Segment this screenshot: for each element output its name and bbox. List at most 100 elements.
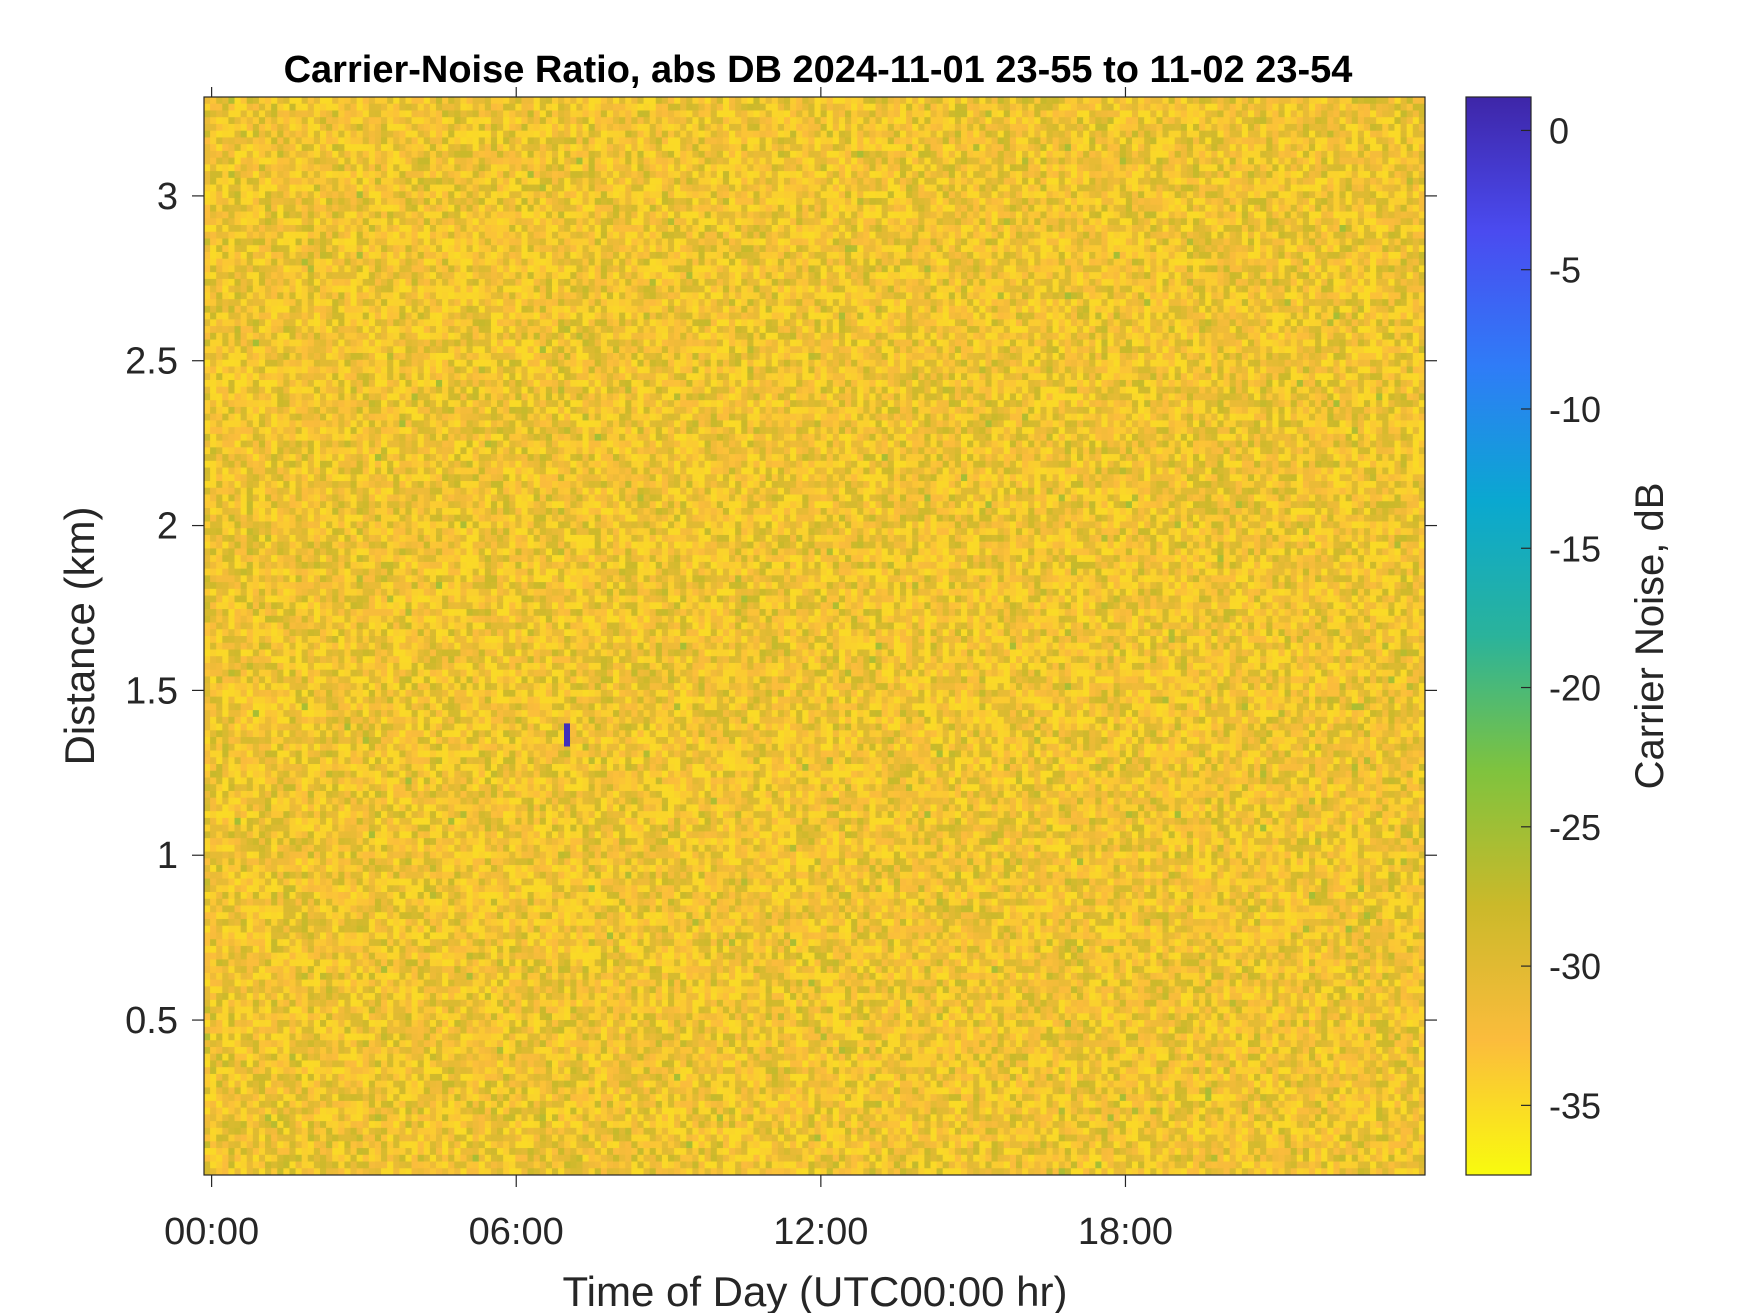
- heatmap-cell: [338, 130, 345, 138]
- heatmap-cell: [704, 110, 712, 118]
- heatmap-cell: [893, 171, 901, 179]
- heatmap-cell: [1119, 184, 1127, 192]
- heatmap-cell: [356, 123, 364, 132]
- heatmap-cell: [961, 245, 968, 253]
- heatmap-cell: [680, 164, 687, 172]
- heatmap-cell: [411, 238, 419, 246]
- heatmap-cell: [1333, 184, 1340, 192]
- heatmap-cell: [1046, 164, 1053, 172]
- heatmap-cell: [1272, 164, 1279, 172]
- heatmap-cell: [1205, 150, 1212, 159]
- heatmap-cell: [869, 191, 876, 199]
- heatmap-cell: [1272, 137, 1279, 145]
- heatmap-cell: [1363, 117, 1371, 125]
- heatmap-cell: [826, 225, 834, 233]
- heatmap-cell: [283, 251, 290, 260]
- heatmap-cell: [1040, 137, 1047, 145]
- heatmap-cell: [912, 191, 919, 199]
- heatmap-cell: [643, 251, 651, 260]
- heatmap-cell: [1266, 144, 1273, 152]
- heatmap-cell: [1199, 130, 1206, 138]
- heatmap-cell: [1052, 184, 1060, 192]
- heatmap-cell: [1376, 157, 1383, 165]
- heatmap-cell: [942, 137, 950, 145]
- heatmap-cell: [887, 157, 895, 165]
- heatmap-cell: [1339, 137, 1347, 145]
- heatmap-cell: [851, 144, 858, 152]
- heatmap-cell: [1376, 198, 1383, 206]
- heatmap-cell: [240, 225, 248, 233]
- heatmap-cell: [710, 130, 718, 138]
- heatmap-cell: [1247, 137, 1255, 145]
- heatmap-cell: [545, 198, 553, 206]
- heatmap-cell: [326, 184, 333, 192]
- heatmap-cell: [1211, 110, 1218, 118]
- heatmap-cell: [942, 238, 950, 246]
- heatmap-cell: [338, 150, 345, 159]
- heatmap-cell: [832, 218, 840, 226]
- heatmap-cell: [906, 191, 913, 199]
- heatmap-cell: [1070, 110, 1078, 118]
- heatmap-cell: [832, 97, 840, 105]
- heatmap-cell: [631, 103, 638, 111]
- heatmap-cell: [448, 211, 455, 219]
- heatmap-cell: [1309, 157, 1316, 165]
- heatmap-cell: [631, 164, 638, 172]
- heatmap-cell: [1357, 251, 1365, 260]
- heatmap-cell: [820, 103, 828, 111]
- heatmap-cell: [753, 164, 760, 172]
- heatmap-cell: [1168, 110, 1176, 118]
- heatmap-cell: [893, 251, 901, 260]
- heatmap-cell: [1357, 171, 1365, 179]
- heatmap-cell: [1089, 123, 1096, 132]
- heatmap-cell: [1156, 110, 1163, 118]
- heatmap-cell: [1186, 191, 1194, 199]
- heatmap-cell: [1315, 218, 1322, 226]
- heatmap-cell: [1412, 150, 1420, 159]
- heatmap-cell: [277, 177, 284, 185]
- heatmap-cell: [1345, 171, 1353, 179]
- heatmap-cell: [1095, 97, 1102, 105]
- heatmap-cell: [1162, 123, 1169, 132]
- heatmap-cell: [942, 97, 950, 105]
- heatmap-cell: [1278, 117, 1285, 125]
- heatmap-cell: [1034, 204, 1041, 212]
- heatmap-cell: [802, 171, 809, 179]
- heatmap-cell: [1315, 184, 1322, 192]
- heatmap-cell: [582, 211, 590, 219]
- heatmap-cell: [759, 184, 767, 192]
- heatmap-cell: [722, 251, 730, 260]
- heatmap-cell: [796, 198, 803, 206]
- heatmap-cell: [515, 231, 522, 239]
- heatmap-cell: [1327, 211, 1334, 219]
- heatmap-cell: [1193, 177, 1200, 185]
- heatmap-cell: [1254, 164, 1261, 172]
- heatmap-cell: [509, 245, 516, 253]
- heatmap-cell: [686, 251, 693, 260]
- heatmap-cell: [374, 198, 382, 206]
- heatmap-cell: [551, 144, 559, 152]
- heatmap-cell: [362, 211, 370, 219]
- heatmap-cell: [1302, 238, 1310, 246]
- heatmap-cell: [1113, 150, 1121, 159]
- heatmap-cell: [893, 218, 901, 226]
- heatmap-cell: [374, 211, 382, 219]
- heatmap-cell: [1266, 123, 1273, 132]
- heatmap-cell: [808, 130, 815, 138]
- heatmap-cell: [399, 164, 406, 172]
- heatmap-cell: [1052, 204, 1060, 212]
- heatmap-cell: [228, 258, 235, 266]
- heatmap-cell: [692, 117, 699, 125]
- heatmap-cell: [1339, 103, 1347, 111]
- heatmap-cell: [942, 103, 950, 111]
- heatmap-cell: [826, 137, 834, 145]
- heatmap-cell: [1034, 238, 1041, 246]
- heatmap-cell: [472, 211, 480, 219]
- heatmap-cell: [808, 258, 815, 266]
- heatmap-cell: [1180, 251, 1188, 260]
- heatmap-cell: [808, 117, 815, 125]
- heatmap-cell: [704, 245, 712, 253]
- heatmap-cell: [1260, 150, 1267, 159]
- heatmap-cell: [698, 171, 706, 179]
- heatmap-cell: [344, 171, 351, 179]
